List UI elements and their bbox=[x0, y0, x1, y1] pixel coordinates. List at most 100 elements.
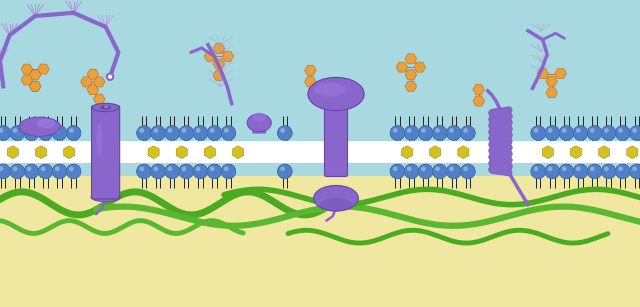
Circle shape bbox=[13, 128, 17, 133]
Circle shape bbox=[207, 126, 222, 140]
Circle shape bbox=[224, 166, 228, 171]
Circle shape bbox=[463, 166, 468, 171]
Circle shape bbox=[630, 164, 640, 179]
Circle shape bbox=[407, 166, 412, 171]
Circle shape bbox=[0, 126, 11, 140]
Circle shape bbox=[449, 128, 454, 133]
Circle shape bbox=[24, 164, 39, 179]
Circle shape bbox=[562, 128, 566, 133]
Circle shape bbox=[449, 128, 454, 133]
Polygon shape bbox=[232, 146, 244, 159]
Circle shape bbox=[13, 166, 17, 171]
Ellipse shape bbox=[97, 123, 102, 154]
Circle shape bbox=[140, 166, 144, 171]
Circle shape bbox=[630, 164, 640, 179]
Polygon shape bbox=[63, 146, 75, 159]
Ellipse shape bbox=[314, 83, 346, 97]
Circle shape bbox=[221, 164, 236, 179]
Circle shape bbox=[165, 126, 180, 140]
Circle shape bbox=[447, 164, 461, 179]
Ellipse shape bbox=[308, 77, 364, 111]
Polygon shape bbox=[29, 70, 41, 80]
Polygon shape bbox=[81, 77, 92, 87]
Circle shape bbox=[41, 128, 45, 133]
Circle shape bbox=[616, 164, 630, 179]
Circle shape bbox=[604, 128, 609, 133]
Circle shape bbox=[0, 126, 11, 140]
Circle shape bbox=[168, 128, 172, 133]
Circle shape bbox=[280, 128, 285, 133]
Circle shape bbox=[179, 164, 194, 179]
Circle shape bbox=[137, 164, 152, 179]
Polygon shape bbox=[405, 70, 417, 80]
Ellipse shape bbox=[100, 105, 111, 110]
Circle shape bbox=[55, 166, 60, 171]
Circle shape bbox=[618, 166, 623, 171]
Circle shape bbox=[10, 164, 25, 179]
Polygon shape bbox=[93, 77, 105, 87]
Circle shape bbox=[573, 126, 588, 140]
Circle shape bbox=[24, 164, 39, 179]
Circle shape bbox=[559, 164, 574, 179]
Circle shape bbox=[573, 164, 588, 179]
Polygon shape bbox=[405, 81, 417, 91]
Circle shape bbox=[165, 126, 180, 140]
Circle shape bbox=[24, 126, 39, 140]
Circle shape bbox=[193, 164, 208, 179]
Polygon shape bbox=[537, 68, 548, 79]
Circle shape bbox=[210, 128, 214, 133]
Circle shape bbox=[196, 128, 200, 133]
Circle shape bbox=[449, 166, 454, 171]
Polygon shape bbox=[87, 69, 99, 79]
Circle shape bbox=[137, 164, 152, 179]
Circle shape bbox=[604, 166, 609, 171]
Circle shape bbox=[179, 126, 194, 140]
Circle shape bbox=[393, 166, 397, 171]
Circle shape bbox=[407, 128, 412, 133]
Circle shape bbox=[419, 164, 433, 179]
Circle shape bbox=[616, 126, 630, 140]
Circle shape bbox=[463, 128, 468, 133]
Circle shape bbox=[604, 128, 609, 133]
Circle shape bbox=[0, 166, 3, 171]
Circle shape bbox=[534, 128, 538, 133]
Circle shape bbox=[137, 126, 152, 140]
Circle shape bbox=[27, 128, 31, 133]
Polygon shape bbox=[87, 84, 99, 95]
Circle shape bbox=[390, 164, 405, 179]
Circle shape bbox=[278, 126, 292, 140]
Circle shape bbox=[207, 164, 222, 179]
Circle shape bbox=[632, 128, 637, 133]
Circle shape bbox=[55, 166, 60, 171]
Circle shape bbox=[52, 164, 67, 179]
Circle shape bbox=[140, 128, 144, 133]
Polygon shape bbox=[7, 146, 19, 159]
Circle shape bbox=[463, 128, 468, 133]
Circle shape bbox=[531, 126, 546, 140]
Polygon shape bbox=[546, 76, 557, 86]
Polygon shape bbox=[305, 77, 316, 87]
Circle shape bbox=[632, 166, 637, 171]
Circle shape bbox=[390, 126, 405, 140]
Circle shape bbox=[182, 166, 186, 171]
Polygon shape bbox=[570, 146, 582, 159]
Circle shape bbox=[545, 164, 560, 179]
Circle shape bbox=[27, 166, 31, 171]
Circle shape bbox=[69, 128, 74, 133]
Polygon shape bbox=[93, 94, 105, 104]
Ellipse shape bbox=[104, 106, 109, 108]
Circle shape bbox=[210, 166, 214, 171]
Circle shape bbox=[193, 164, 208, 179]
Circle shape bbox=[27, 166, 31, 171]
Circle shape bbox=[531, 126, 546, 140]
Circle shape bbox=[151, 126, 166, 140]
Circle shape bbox=[435, 128, 440, 133]
Circle shape bbox=[616, 126, 630, 140]
Circle shape bbox=[404, 164, 419, 179]
Circle shape bbox=[576, 166, 580, 171]
Circle shape bbox=[616, 164, 630, 179]
Circle shape bbox=[41, 166, 45, 171]
Circle shape bbox=[0, 166, 3, 171]
Circle shape bbox=[168, 166, 172, 171]
Circle shape bbox=[433, 126, 447, 140]
